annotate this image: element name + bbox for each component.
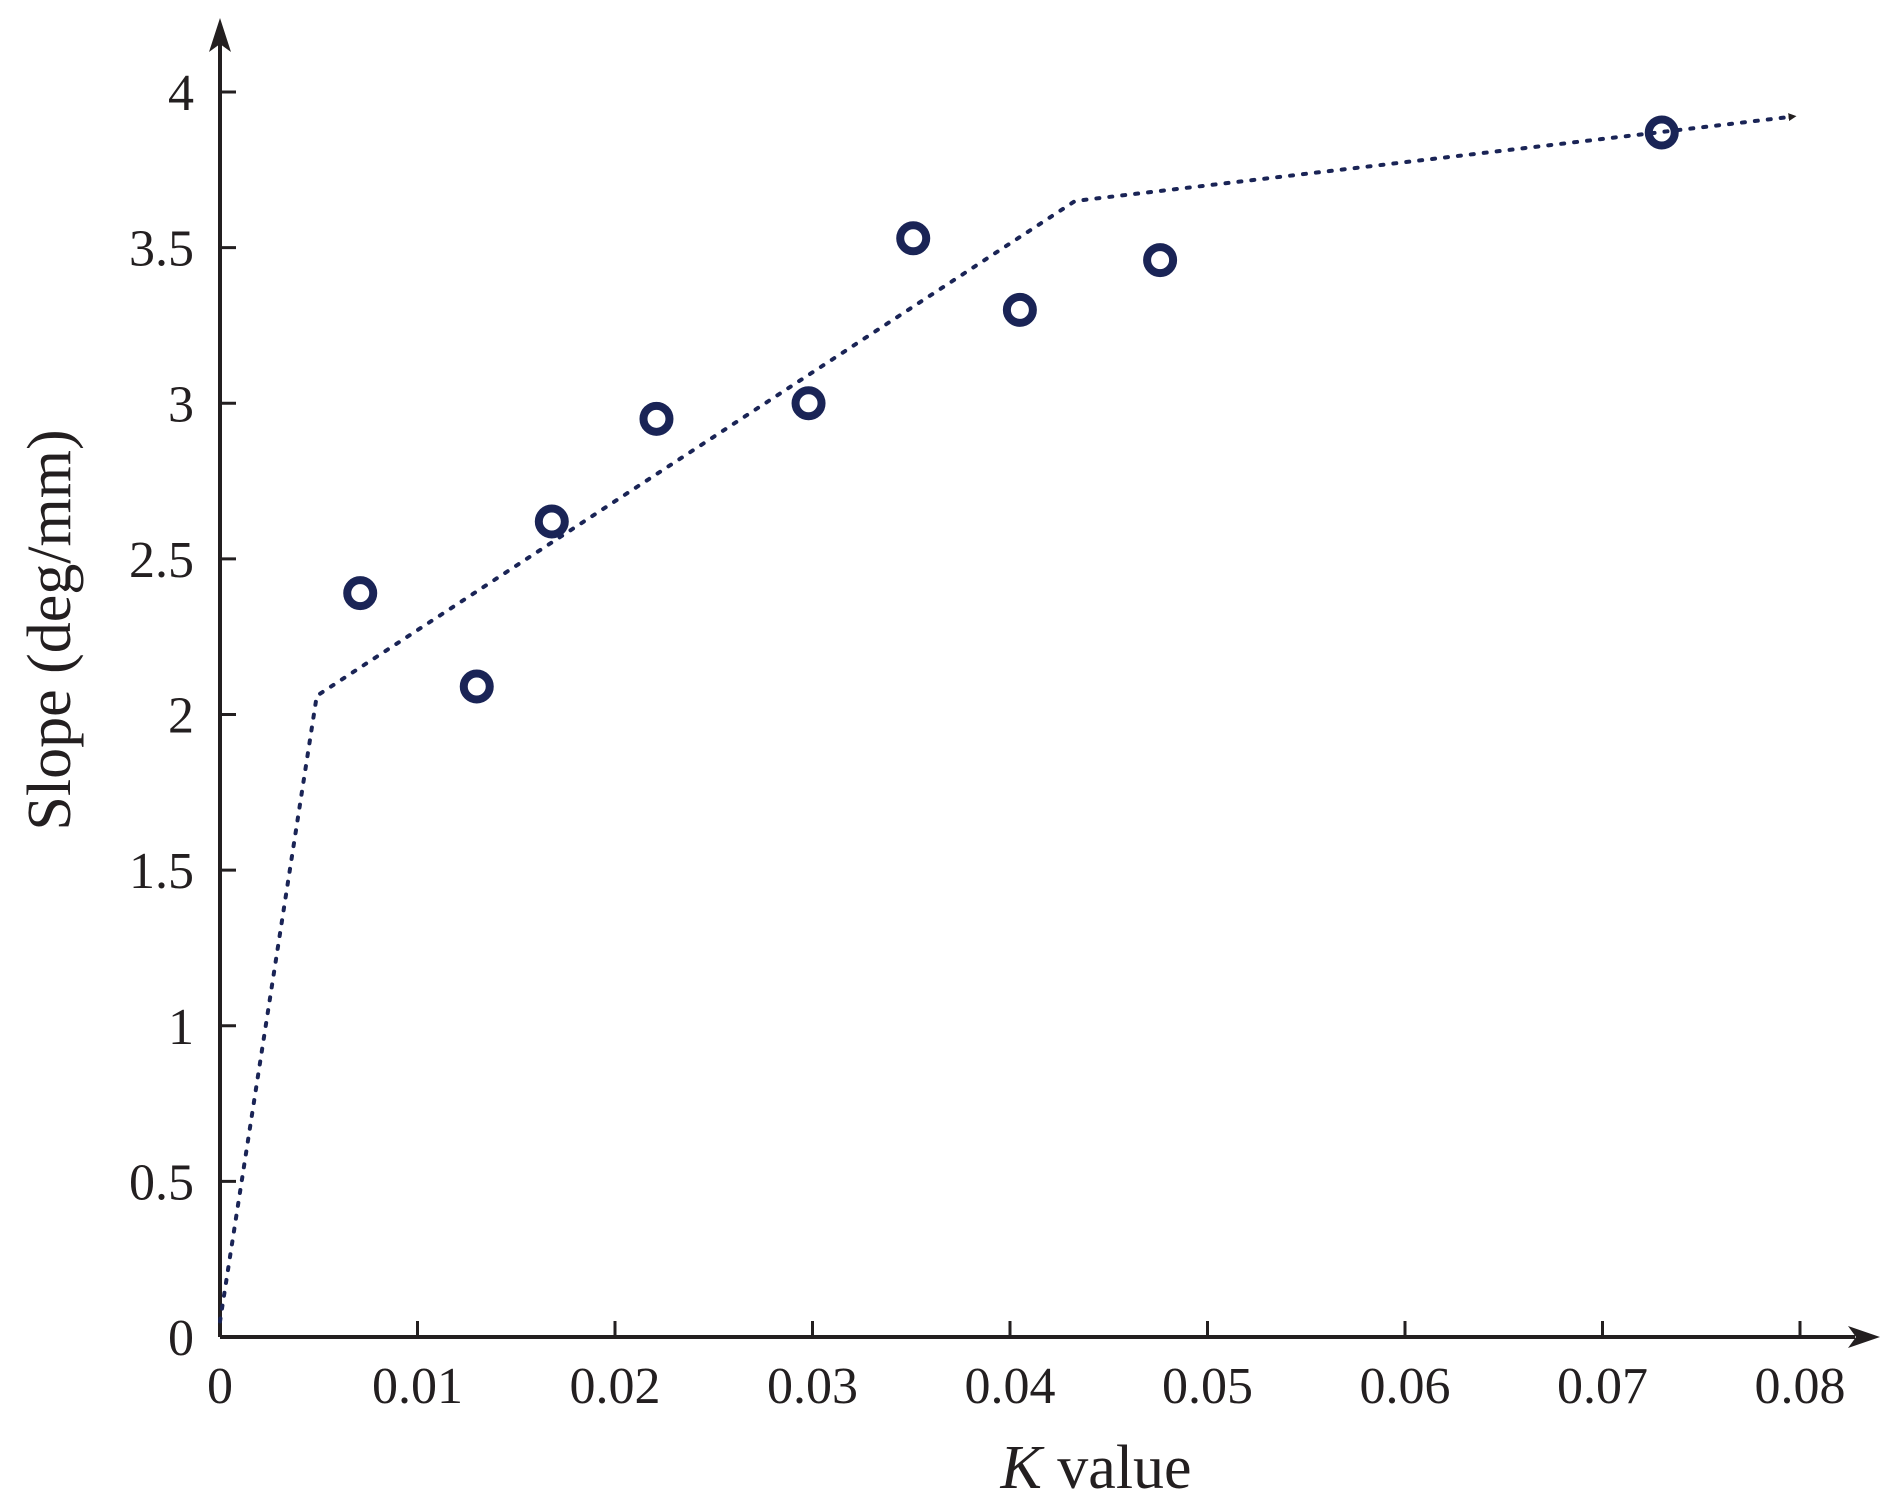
data-point: [896, 221, 931, 256]
data-point: [459, 669, 494, 704]
x-axis-title-italic: K: [999, 1434, 1045, 1502]
data-point: [534, 504, 569, 539]
y-tick-label: 1: [168, 999, 194, 1056]
x-tick-label: 0.07: [1557, 1358, 1648, 1415]
y-tick-label: 1.5: [129, 843, 194, 900]
y-axis-arrowhead: [209, 18, 231, 52]
data-point: [1644, 115, 1679, 150]
data-point: [639, 401, 674, 436]
x-tick-label: 0.05: [1162, 1358, 1253, 1415]
x-axis-title-rest: value: [1042, 1434, 1192, 1502]
y-ticks: 0 0.5 1 1.5 2 2.5 3 3.5 4: [129, 65, 236, 1367]
x-tick-label: 0.06: [1360, 1358, 1451, 1415]
x-tick-label: 0.01: [372, 1358, 463, 1415]
data-point: [343, 576, 378, 611]
y-tick-label: 4: [168, 65, 194, 122]
trend-line: [218, 113, 1797, 1324]
y-tick-label: 2: [168, 688, 194, 745]
points-layer: [343, 115, 1679, 704]
x-tick-label: 0.04: [965, 1358, 1056, 1415]
y-tick-label: 3: [168, 376, 194, 433]
x-axis-arrowhead: [1848, 1326, 1880, 1348]
data-point: [1002, 292, 1037, 327]
x-tick-label: 0.08: [1755, 1358, 1846, 1415]
data-point: [1143, 243, 1178, 278]
y-tick-label: 3.5: [129, 221, 194, 278]
y-tick-label: 2.5: [129, 532, 194, 589]
axes: [209, 18, 1880, 1348]
x-tick-label: 0.03: [767, 1358, 858, 1415]
y-axis-title: Slope (deg/mm): [16, 429, 84, 830]
y-tick-label: 0: [168, 1310, 194, 1367]
data-point: [791, 386, 826, 421]
x-tick-label: 0.02: [570, 1358, 661, 1415]
x-axis-title: K value: [999, 1434, 1191, 1502]
y-tick-label: 0.5: [129, 1154, 194, 1211]
trend-layer: [218, 113, 1797, 1324]
x-tick-label: 0: [207, 1358, 233, 1415]
x-ticks: 0 0.01 0.02 0.03 0.04 0.05 0.06 0.07 0.08: [207, 1321, 1846, 1415]
